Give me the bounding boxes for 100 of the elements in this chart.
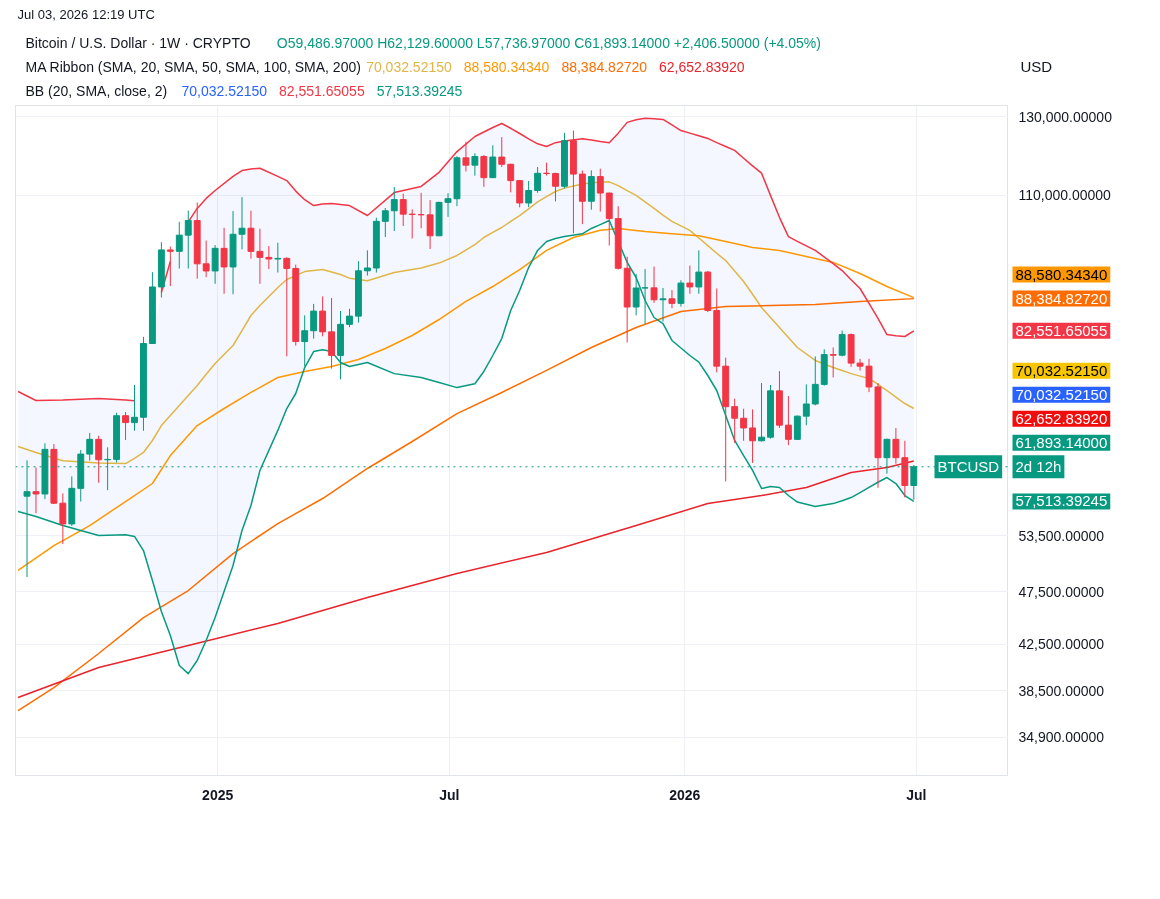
text: Jul 03, 2026 12:19 UTC — [17, 7, 155, 22]
candlestick — [856, 358, 864, 371]
y-tick-label: 42,500.00000 — [1018, 636, 1105, 653]
candlestick — [659, 287, 667, 323]
candlestick — [489, 144, 497, 179]
chart-subtitle: O59,486.97000 H62,129.60000 L57,736.97000 C61,893.14000 +2,406.50000 (+4.05%) — [276, 34, 821, 51]
candlestick — [95, 435, 103, 484]
candlestick — [758, 382, 765, 442]
text: 82,551.65055 — [279, 82, 365, 99]
text: MA Ribbon (SMA, 20, SMA, 50, SMA, 100, SMA, 200) — [25, 58, 361, 75]
y-tick-label: 34,900.00000 — [1018, 729, 1105, 746]
candlestick — [498, 136, 506, 168]
candlestick — [32, 467, 40, 514]
candlestick — [552, 172, 559, 202]
candlestick — [328, 297, 336, 370]
candlestick — [471, 152, 479, 177]
candlestick — [247, 210, 255, 260]
candlestick — [310, 303, 318, 340]
text: 57,513.39245 — [1015, 492, 1108, 510]
candlestick — [408, 208, 416, 239]
candlestick — [892, 427, 900, 465]
text: BB (20, SMA, close, 2) — [25, 82, 168, 99]
text: 88,580.34340 — [463, 58, 550, 75]
candlestick — [695, 249, 703, 295]
candlestick — [596, 168, 604, 213]
text: 70,032.52150 — [1015, 361, 1108, 379]
candlestick — [632, 273, 640, 316]
candlestick — [516, 179, 524, 208]
text: 88,580.34340 — [1015, 265, 1108, 283]
candlestick — [220, 227, 228, 295]
text: 82,551.65055 — [1015, 321, 1108, 339]
line-series — [17, 460, 915, 699]
x-tick-label: Jul — [439, 786, 460, 803]
candlestick — [59, 492, 67, 545]
text: 70,032.52150 — [181, 82, 268, 99]
y-tick-label: 130,000.00000 — [1018, 108, 1113, 125]
candlestick — [86, 432, 94, 462]
candlestick — [417, 192, 425, 229]
chart-title: Bitcoin / U.S. Dollar · 1W · CRYPTO — [25, 34, 251, 51]
y-tick-label: 110,000.00000 — [1018, 187, 1112, 204]
candlestick — [301, 314, 309, 367]
candlestick — [507, 163, 515, 193]
text: 70,032.52150 — [1015, 385, 1108, 403]
candlestick — [265, 245, 273, 270]
candlestick — [399, 193, 407, 227]
candlestick — [319, 295, 327, 337]
candlestick — [426, 199, 434, 250]
candlestick — [668, 289, 676, 309]
candlestick — [274, 242, 282, 274]
candlestick — [838, 330, 846, 357]
y-tick-label: 47,500.00000 — [1018, 583, 1105, 600]
candlestick — [749, 408, 757, 464]
text: 88,384.82720 — [561, 58, 648, 75]
text: USD — [1020, 58, 1053, 75]
ref-line-label: BTCUSD — [937, 458, 1000, 476]
candlestick — [238, 196, 246, 250]
text: 61,893.14000 — [1015, 433, 1108, 451]
candlestick — [740, 408, 748, 442]
x-tick-label: 2026 — [669, 786, 701, 803]
candlestick — [641, 268, 649, 325]
candlestick — [525, 180, 533, 208]
candlestick — [811, 355, 819, 406]
candlestick — [480, 154, 488, 188]
candlestick — [122, 411, 129, 441]
candlestick — [184, 210, 192, 270]
line-series — [17, 297, 915, 712]
y-tick-label: 53,500.00000 — [1018, 527, 1105, 544]
candlestick — [283, 256, 291, 357]
candlestick — [211, 244, 219, 285]
candlestick — [131, 384, 138, 432]
candlestick — [390, 186, 398, 232]
y-tick-label: 38,500.00000 — [1018, 682, 1105, 699]
candlestick — [543, 162, 550, 177]
candlestick — [793, 414, 801, 441]
line-series — [17, 227, 915, 572]
x-tick-label: Jul — [906, 786, 927, 803]
candlestick — [363, 249, 371, 277]
candlestick — [829, 346, 837, 378]
candlestick — [650, 266, 658, 304]
candlestick — [166, 246, 174, 287]
text: 88,384.82720 — [1015, 289, 1108, 307]
candlestick — [444, 192, 452, 218]
candlestick — [381, 207, 389, 238]
candlestick — [256, 228, 264, 285]
candlestick — [802, 383, 810, 426]
candlestick — [865, 358, 873, 393]
candlestick — [686, 265, 694, 295]
candlestick — [462, 141, 470, 173]
text: 62,652.83920 — [659, 58, 745, 75]
text: 57,513.39245 — [376, 82, 463, 99]
text: 62,652.83920 — [1015, 409, 1108, 427]
candlestick — [346, 308, 353, 328]
candlestick — [534, 166, 542, 194]
text: 70,032.52150 — [366, 58, 452, 75]
candlestick — [202, 240, 210, 278]
candlestick — [784, 395, 792, 446]
candlestick — [677, 279, 685, 308]
candlestick — [175, 221, 183, 270]
candlestick — [731, 398, 739, 444]
x-tick-label: 2025 — [202, 786, 234, 803]
